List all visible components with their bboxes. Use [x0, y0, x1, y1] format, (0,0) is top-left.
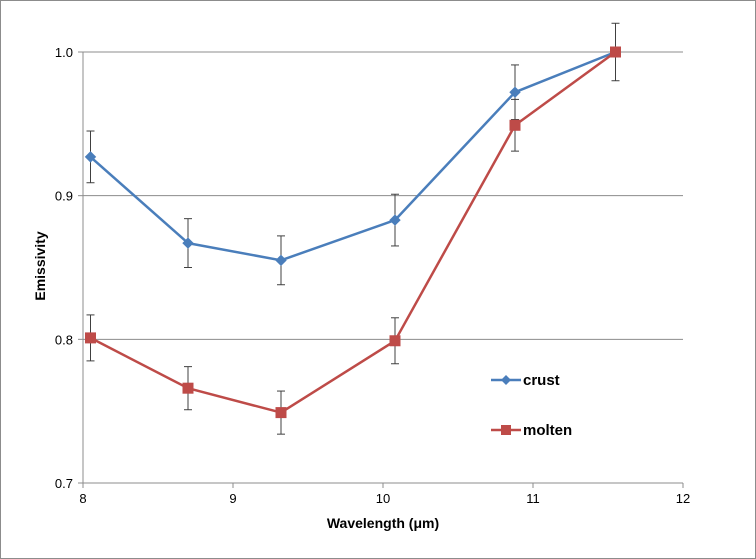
series — [84, 22, 622, 435]
x-tick-label-0: 8 — [79, 491, 86, 506]
tick-labels: 0.7 0.8 0.9 1.0 8 9 10 11 12 — [55, 45, 690, 506]
point-crust-1 — [182, 237, 194, 249]
line-crust — [89, 50, 616, 262]
line-molten — [89, 50, 617, 414]
point-crust-4 — [509, 86, 521, 98]
legend-label-crust: crust — [523, 372, 560, 389]
point-crust-3 — [389, 214, 401, 226]
legend-marker-molten — [501, 425, 511, 435]
point-molten-3 — [389, 335, 401, 347]
point-molten-4 — [509, 119, 521, 131]
series-crust — [84, 46, 622, 286]
y-tick-label-1: 0.8 — [55, 332, 73, 347]
gridlines — [83, 51, 683, 340]
series-molten — [85, 22, 621, 435]
x-tick-label-4: 12 — [676, 491, 690, 506]
legend-marker-crust — [501, 375, 511, 385]
legend: crust molten — [491, 372, 572, 439]
point-crust-0 — [84, 151, 97, 163]
y-tick-label-0: 0.7 — [55, 476, 73, 491]
legend-label-molten: molten — [523, 422, 572, 439]
point-molten-2 — [275, 407, 287, 419]
legend-item-molten: molten — [491, 422, 572, 439]
x-tick-label-1: 9 — [229, 491, 236, 506]
point-molten-1 — [182, 382, 194, 394]
point-molten-0 — [85, 332, 96, 344]
axes — [78, 51, 684, 488]
x-tick-label-3: 11 — [526, 491, 540, 506]
legend-item-crust: crust — [491, 372, 560, 389]
x-tick-label-2: 10 — [376, 491, 390, 506]
point-molten-5 — [610, 46, 621, 58]
y-axis-title: Emissivity — [32, 231, 48, 300]
y-tick-label-2: 0.9 — [55, 189, 73, 204]
point-crust-2 — [275, 254, 287, 267]
x-axis-title: Wavelength (μm) — [327, 515, 439, 531]
y-tick-label-3: 1.0 — [55, 45, 73, 60]
